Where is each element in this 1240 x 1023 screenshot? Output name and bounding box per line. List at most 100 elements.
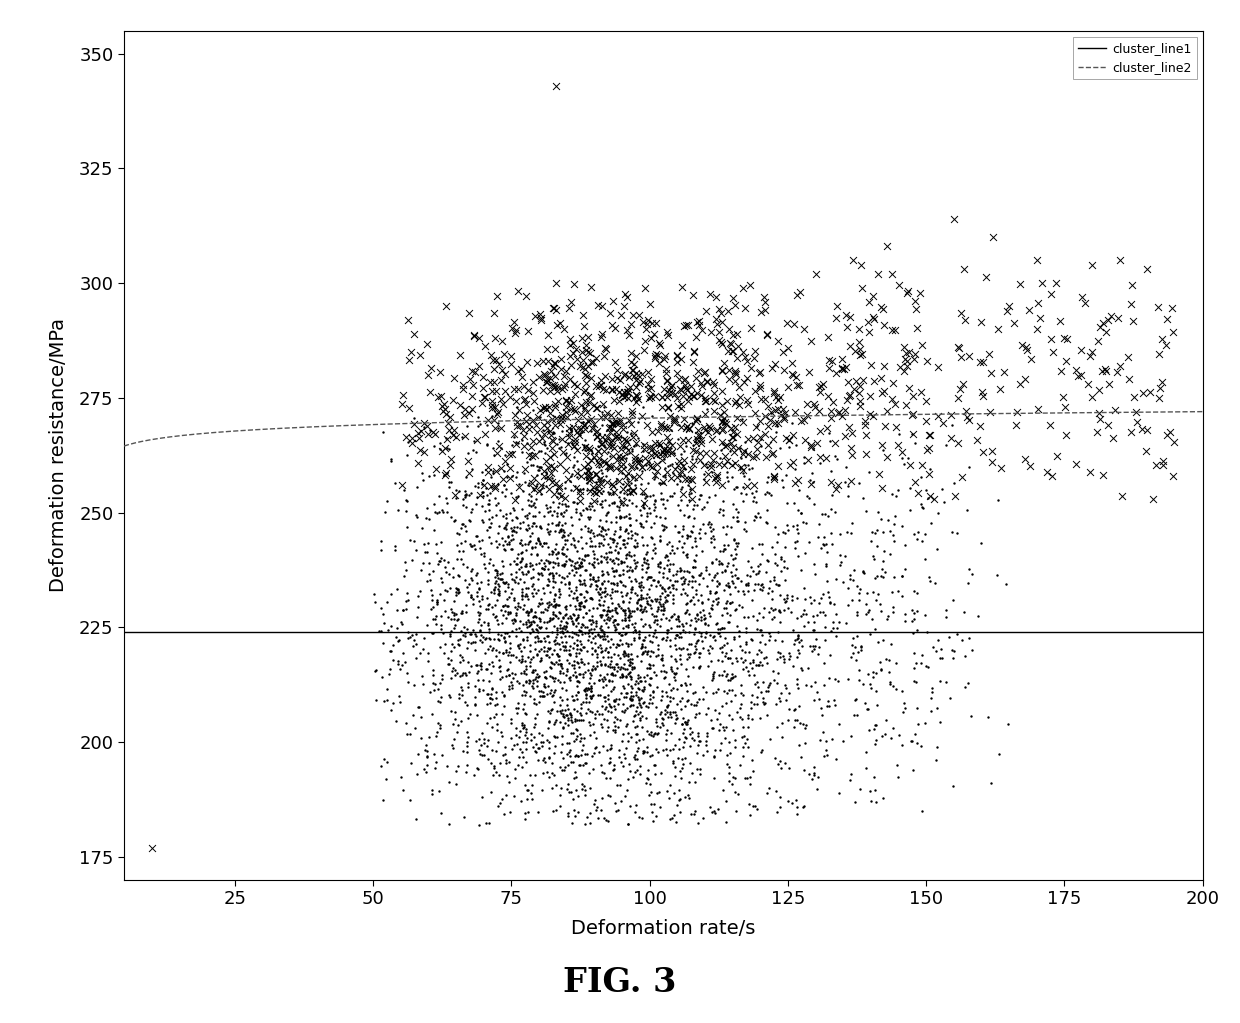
Point — [683, 456, 703, 473]
Point — [523, 561, 543, 577]
Point — [591, 329, 611, 346]
Point — [481, 785, 501, 801]
Point — [656, 519, 676, 535]
Point — [681, 612, 701, 628]
Point — [585, 643, 605, 660]
Point — [604, 692, 624, 708]
Point — [616, 700, 636, 716]
Point — [512, 687, 532, 704]
Point — [904, 351, 924, 367]
Point — [895, 606, 915, 622]
Point — [774, 654, 794, 670]
Point — [619, 675, 639, 692]
Point — [704, 567, 724, 583]
Point — [554, 642, 574, 659]
Point — [686, 637, 706, 654]
Point — [496, 754, 516, 770]
Point — [742, 591, 761, 608]
Point — [632, 462, 652, 479]
Point — [725, 298, 745, 314]
Point — [567, 453, 587, 470]
Point — [722, 564, 742, 580]
Point — [646, 628, 666, 644]
Point — [570, 705, 590, 721]
Point — [723, 574, 743, 590]
Point — [615, 661, 635, 677]
Point — [730, 458, 750, 475]
Point — [766, 575, 786, 591]
Point — [522, 497, 542, 514]
Point — [582, 667, 601, 683]
Point — [472, 464, 492, 481]
Point — [564, 585, 584, 602]
Point — [467, 565, 487, 581]
Point — [696, 624, 715, 640]
Point — [539, 546, 559, 563]
Point — [580, 566, 600, 582]
Point — [657, 783, 677, 799]
Point — [629, 622, 649, 638]
Point — [857, 595, 877, 612]
Point — [564, 713, 584, 729]
Point — [502, 437, 522, 453]
Point — [569, 666, 589, 682]
Point — [440, 580, 460, 596]
Point — [572, 747, 591, 763]
Point — [516, 555, 536, 572]
Point — [516, 558, 536, 574]
Point — [635, 500, 655, 517]
Point — [516, 706, 536, 722]
Point — [661, 724, 681, 741]
Point — [558, 701, 578, 717]
Point — [569, 601, 589, 617]
Point — [388, 632, 408, 649]
Point — [373, 751, 393, 767]
Point — [797, 407, 817, 424]
Point — [572, 406, 591, 422]
Point — [492, 706, 512, 722]
Point — [418, 336, 438, 352]
Point — [590, 622, 610, 638]
Point — [436, 503, 456, 520]
Point — [626, 703, 646, 719]
Point — [520, 504, 539, 521]
Point — [495, 462, 515, 479]
Point — [756, 682, 776, 699]
Point — [543, 503, 563, 520]
Point — [609, 742, 629, 758]
Point — [626, 624, 646, 640]
Point — [599, 544, 619, 561]
Point — [733, 464, 753, 481]
Point — [574, 572, 594, 588]
Point — [477, 596, 497, 613]
Point — [599, 497, 619, 514]
Point — [601, 631, 621, 648]
Point — [456, 604, 476, 620]
Point — [591, 643, 611, 660]
Point — [500, 639, 520, 656]
Point — [564, 657, 584, 673]
Point — [486, 497, 506, 514]
Point — [652, 517, 672, 533]
Point — [868, 503, 888, 520]
Point — [694, 466, 714, 483]
Point — [534, 664, 554, 680]
Point — [513, 720, 533, 737]
Point — [657, 389, 677, 405]
Point — [748, 688, 768, 705]
Point — [733, 344, 753, 360]
Point — [441, 508, 461, 525]
Point — [549, 652, 569, 668]
Point — [506, 509, 526, 526]
Point — [632, 436, 652, 452]
Point — [660, 488, 680, 504]
Point — [632, 638, 652, 655]
Point — [544, 714, 564, 730]
Point — [498, 446, 518, 462]
Point — [589, 585, 609, 602]
Point — [567, 560, 587, 576]
Point — [760, 628, 780, 644]
Point — [660, 776, 680, 793]
Point — [693, 602, 713, 618]
Point — [451, 551, 471, 568]
